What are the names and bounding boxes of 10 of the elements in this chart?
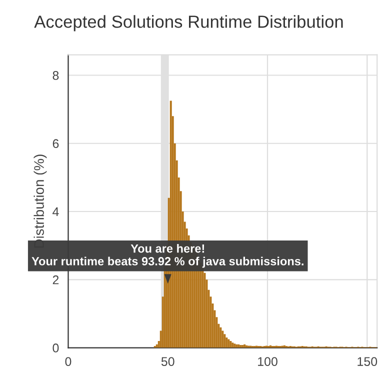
x-tick-label: 100 <box>258 357 278 366</box>
y-tick-label: 8 <box>52 71 59 80</box>
chart-title: Accepted Solutions Runtime Distribution <box>34 15 343 32</box>
x-tick-label: 50 <box>161 357 174 366</box>
y-tick-label: 0 <box>52 344 59 352</box>
x-tick-label: 150 <box>358 357 378 366</box>
x-tick-label: 0 <box>65 357 72 366</box>
y-tick-label: 6 <box>52 139 59 148</box>
y-tick-label: 2 <box>52 275 59 284</box>
y-tick-label: 4 <box>52 207 59 216</box>
